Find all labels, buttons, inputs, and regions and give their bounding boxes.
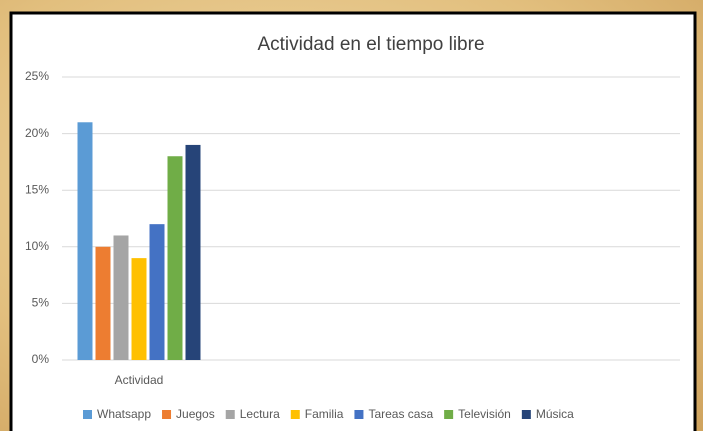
bar: [167, 156, 183, 360]
bar: [149, 224, 165, 360]
y-tick-label: 10%: [25, 239, 49, 253]
bar: [185, 144, 201, 360]
legend-label: Música: [536, 407, 574, 421]
legend-swatch: [225, 410, 235, 419]
y-tick-label: 5%: [32, 296, 50, 310]
y-tick-label: 20%: [25, 126, 49, 140]
bar: [95, 246, 111, 360]
legend-swatch: [290, 410, 300, 419]
bar: [131, 258, 147, 360]
legend-swatch: [162, 410, 172, 419]
legend-label: Familia: [305, 407, 344, 421]
legend-label: Lectura: [240, 407, 280, 421]
chart-frame: [9, 11, 697, 431]
y-tick-label: 15%: [25, 182, 49, 196]
bar: [77, 122, 93, 360]
legend-swatch: [354, 410, 364, 419]
legend-swatch: [521, 410, 531, 419]
legend-label: Televisión: [458, 407, 511, 421]
y-tick-label: 0%: [32, 352, 50, 366]
legend-swatch: [83, 410, 92, 419]
y-tick-label: 25%: [25, 69, 49, 83]
legend-label: Whatsapp: [97, 407, 151, 421]
legend-swatch: [444, 410, 454, 419]
legend-label: Juegos: [176, 407, 215, 421]
chart-title: Actividad en el tiempo libre: [257, 34, 484, 55]
bar: [113, 235, 129, 360]
legend-label: Tareas casa: [368, 407, 433, 421]
x-tick-label: Actividad: [115, 373, 164, 387]
